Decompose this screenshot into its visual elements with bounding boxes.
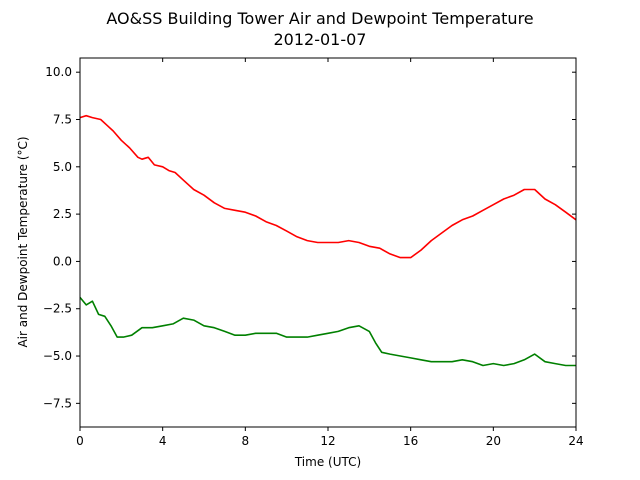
y-axis: −7.5 −5.0 −2.5 0.0 2.5 5.0 7.5 10.0	[43, 65, 576, 410]
series-line-0	[79, 114, 577, 259]
y-tick-label: 2.5	[53, 207, 72, 221]
x-tick-label: 8	[242, 434, 250, 448]
series-line-1	[79, 296, 576, 367]
y-tick-label: 0.0	[53, 254, 72, 268]
y-tick-label: −7.5	[43, 396, 72, 410]
x-tick-label: 4	[159, 434, 167, 448]
x-axis: 0 4 8 12 16 20 24	[76, 58, 584, 448]
chart-subtitle: 2012-01-07	[274, 30, 367, 49]
y-tick-label: 5.0	[53, 160, 72, 174]
x-tick-label: 20	[486, 434, 501, 448]
x-tick-label: 12	[320, 434, 335, 448]
y-tick-label: −5.0	[43, 349, 72, 363]
y-tick-label: 7.5	[53, 113, 72, 127]
y-tick-label: −2.5	[43, 302, 72, 316]
y-axis-label: Air and Dewpoint Temperature (°C)	[16, 136, 30, 347]
series-layer	[79, 114, 577, 367]
x-tick-label: 24	[568, 434, 583, 448]
x-tick-label: 16	[403, 434, 418, 448]
x-axis-label: Time (UTC)	[294, 455, 361, 469]
x-tick-label: 0	[76, 434, 84, 448]
y-tick-label: 10.0	[45, 65, 72, 79]
chart-title: AO&SS Building Tower Air and Dewpoint Te…	[106, 9, 533, 28]
